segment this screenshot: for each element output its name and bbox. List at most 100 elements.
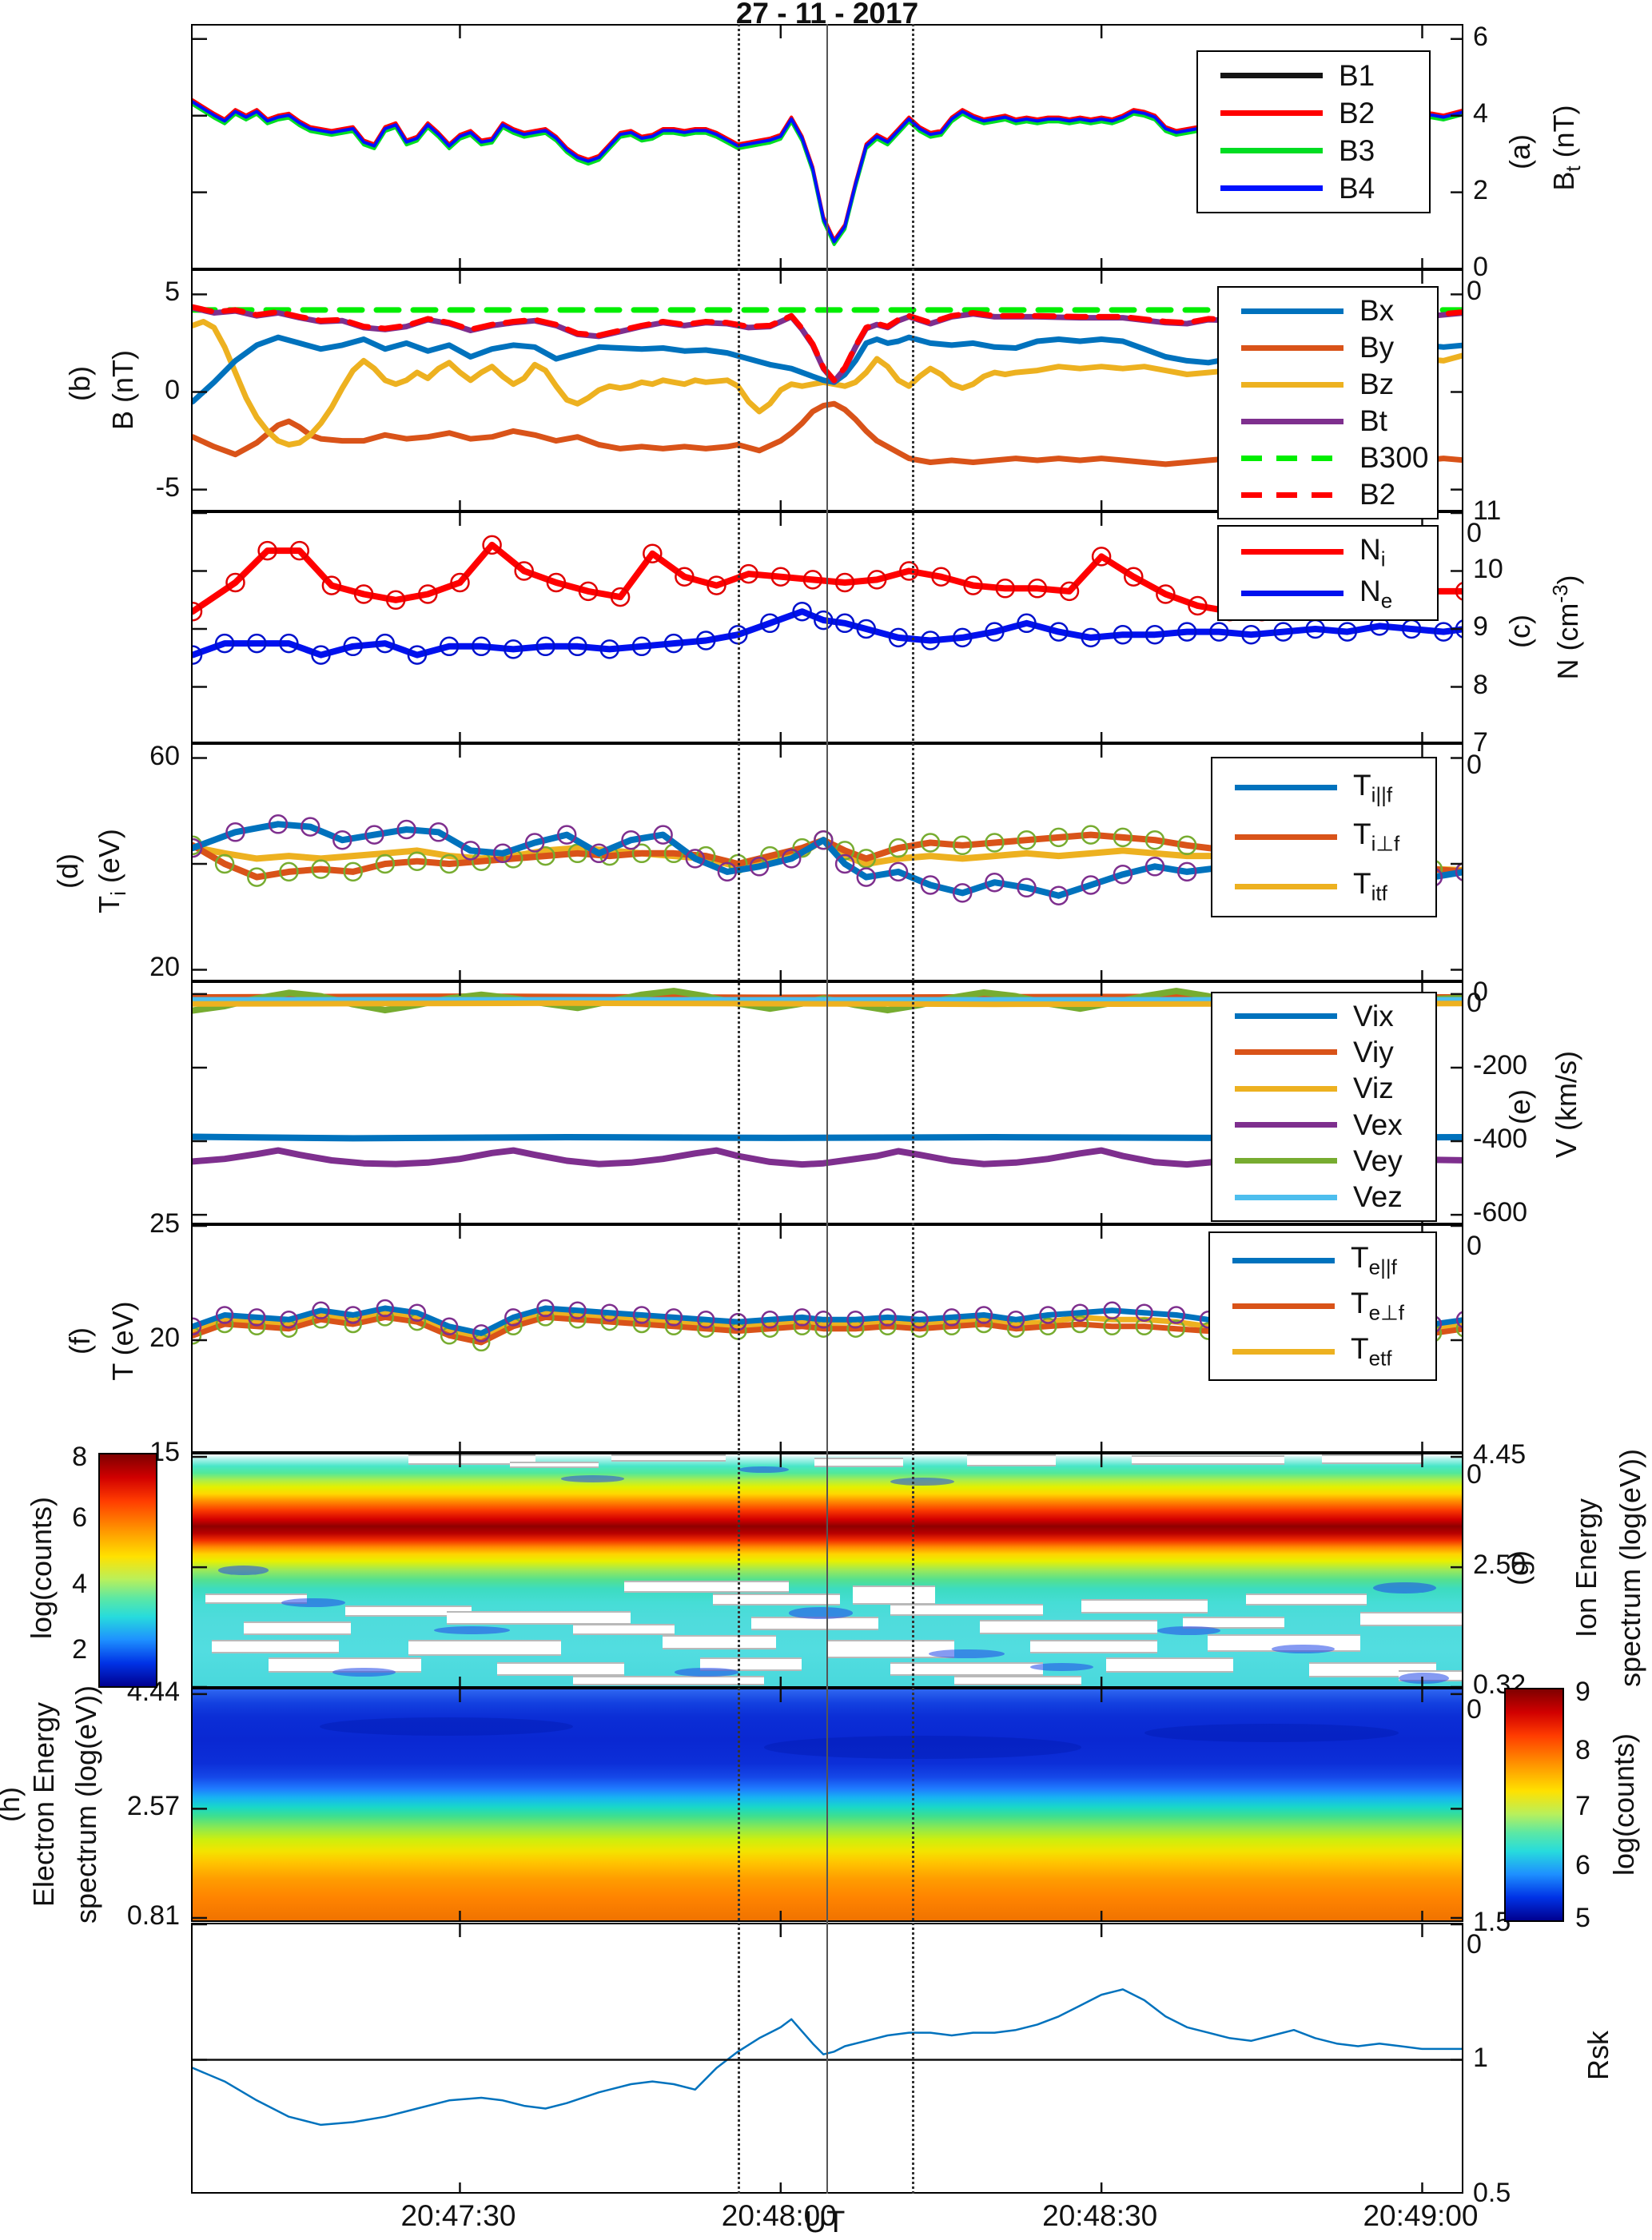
ytick-g-2.50: 2.50 [1473,1550,1527,1581]
marker-Ni [995,579,1015,599]
legend-label: Vix [1353,1000,1394,1033]
series-Bz [193,319,1462,448]
spectrogram-data-gap [1322,1454,1424,1464]
marker-Tiperp [920,833,941,853]
legend-entry: B2 [1219,478,1437,511]
legend-swatch [1241,455,1343,461]
label-part: Bz [1359,368,1395,400]
marker-Tipar [268,814,289,834]
marker-Tepar [974,1306,993,1324]
marker-Tipar [225,822,245,842]
ticks-i [193,1924,1462,2192]
marker-Tepar [814,1311,833,1329]
legend-entry: Ti||f [1212,769,1435,807]
legend-swatch [1232,1303,1335,1309]
legend-swatch [1235,1194,1337,1200]
spectrogram-data-gap [966,1454,1056,1466]
marker-Ne [279,633,299,654]
marker-Tepar [793,1308,811,1327]
stray-zero-g: 0 [1467,1459,1482,1490]
side-label-d_tag: (d) [51,853,85,889]
label-part: T [1351,1287,1369,1320]
marker-Tiperp [1176,835,1197,856]
ytick-a-6: 6 [1473,21,1488,52]
label-part: Viz [1353,1072,1394,1105]
stray-zero-h: 0 [1467,1694,1482,1725]
marker-Tipar [300,817,320,837]
ytick-i-1: 1 [1473,2042,1488,2073]
marker-Tipar [814,830,834,850]
legend-swatch [1235,1049,1337,1056]
spectrogram-blob [738,1466,790,1474]
colorbar-tick-9: 9 [1575,1676,1590,1707]
ytick-h-0.81: 0.81 [126,1900,180,1931]
legend-swatch [1235,834,1337,840]
legend-entry: Ti⊥f [1212,818,1435,856]
label-part: (c) [1503,615,1536,648]
legend-e: Vix Viy Viz Vex Vey Vez [1211,992,1437,1222]
side-label-c_unit: N (cm-3) [1548,575,1585,679]
spectrogram-blob [890,1478,954,1486]
ytick-a-2: 2 [1473,174,1488,205]
legend-label: Vex [1353,1108,1403,1142]
ticks-f [193,1226,1462,1451]
side-label-g_tag: (g) [1502,1550,1535,1586]
spectrogram-blob [1144,1724,1399,1743]
marker-Tipar [1144,857,1165,877]
label-part: Ion Energy [1570,1498,1602,1638]
spectrogram-data-gap [700,1657,802,1672]
marker-Tepar [280,1311,298,1329]
marker-Tepar [248,1308,266,1327]
marker-Tipar [1081,875,1101,895]
stray-zero-i: 0 [1467,1929,1482,1960]
legend-label: B300 [1359,441,1428,475]
legend-swatch [1235,1013,1337,1020]
marker-Tepar [215,1306,234,1324]
legend-swatch [1235,785,1337,791]
marker-Tipar [1176,861,1197,882]
ytick-c-9: 9 [1473,611,1488,642]
marker-Ne [663,633,684,654]
spectrogram-data-gap [890,1604,1043,1616]
marker-Ne [375,633,396,654]
marker-Ne [1241,624,1261,645]
marker-Ni [899,561,919,581]
label-part: -3 [1548,584,1572,603]
ytick-c-8: 8 [1473,669,1488,700]
legend-label: Ni [1359,533,1386,571]
marker-Tiperp [311,859,331,879]
label-part: Viy [1353,1035,1394,1068]
marker-Ni [770,567,791,587]
spectrogram-blob [217,1566,269,1575]
marker-Tipar [332,830,352,850]
label-part: Rsk [1582,2031,1614,2080]
marker-Tipar [749,857,770,877]
legend-label: Vey [1353,1144,1403,1178]
label-part: T [1353,866,1371,900]
marker-Ne [1049,622,1069,642]
colorbar-tick-4: 4 [72,1568,87,1599]
plot-area-i [193,1988,1462,2127]
side-label-i_unit: Rsk [1582,2031,1615,2080]
legend-swatch [1241,549,1343,555]
legend-swatch [1241,381,1343,388]
legend-label: Tetf [1351,1332,1392,1371]
ytick-h-2.57: 2.57 [126,1791,180,1822]
label-part: B (nT) [106,349,139,431]
marker-Ne [1176,622,1197,642]
label-part: Bx [1359,294,1395,327]
spectrogram-data-gap [713,1593,840,1605]
marker-Ne [952,627,973,648]
label-part: N [1359,574,1381,607]
ytick-e--400: -400 [1473,1124,1528,1155]
label-part: B300 [1359,441,1429,474]
spectrogram-data-gap [979,1620,1157,1634]
legend-entry: Ne [1219,575,1437,613]
series-Vix [193,1133,1462,1142]
ytick-f-20: 20 [149,1323,180,1353]
label-part: B4 [1339,171,1375,205]
legend-swatch [1220,73,1323,78]
spectrogram-blob [1030,1663,1094,1672]
legend-label: Titf [1353,867,1387,905]
